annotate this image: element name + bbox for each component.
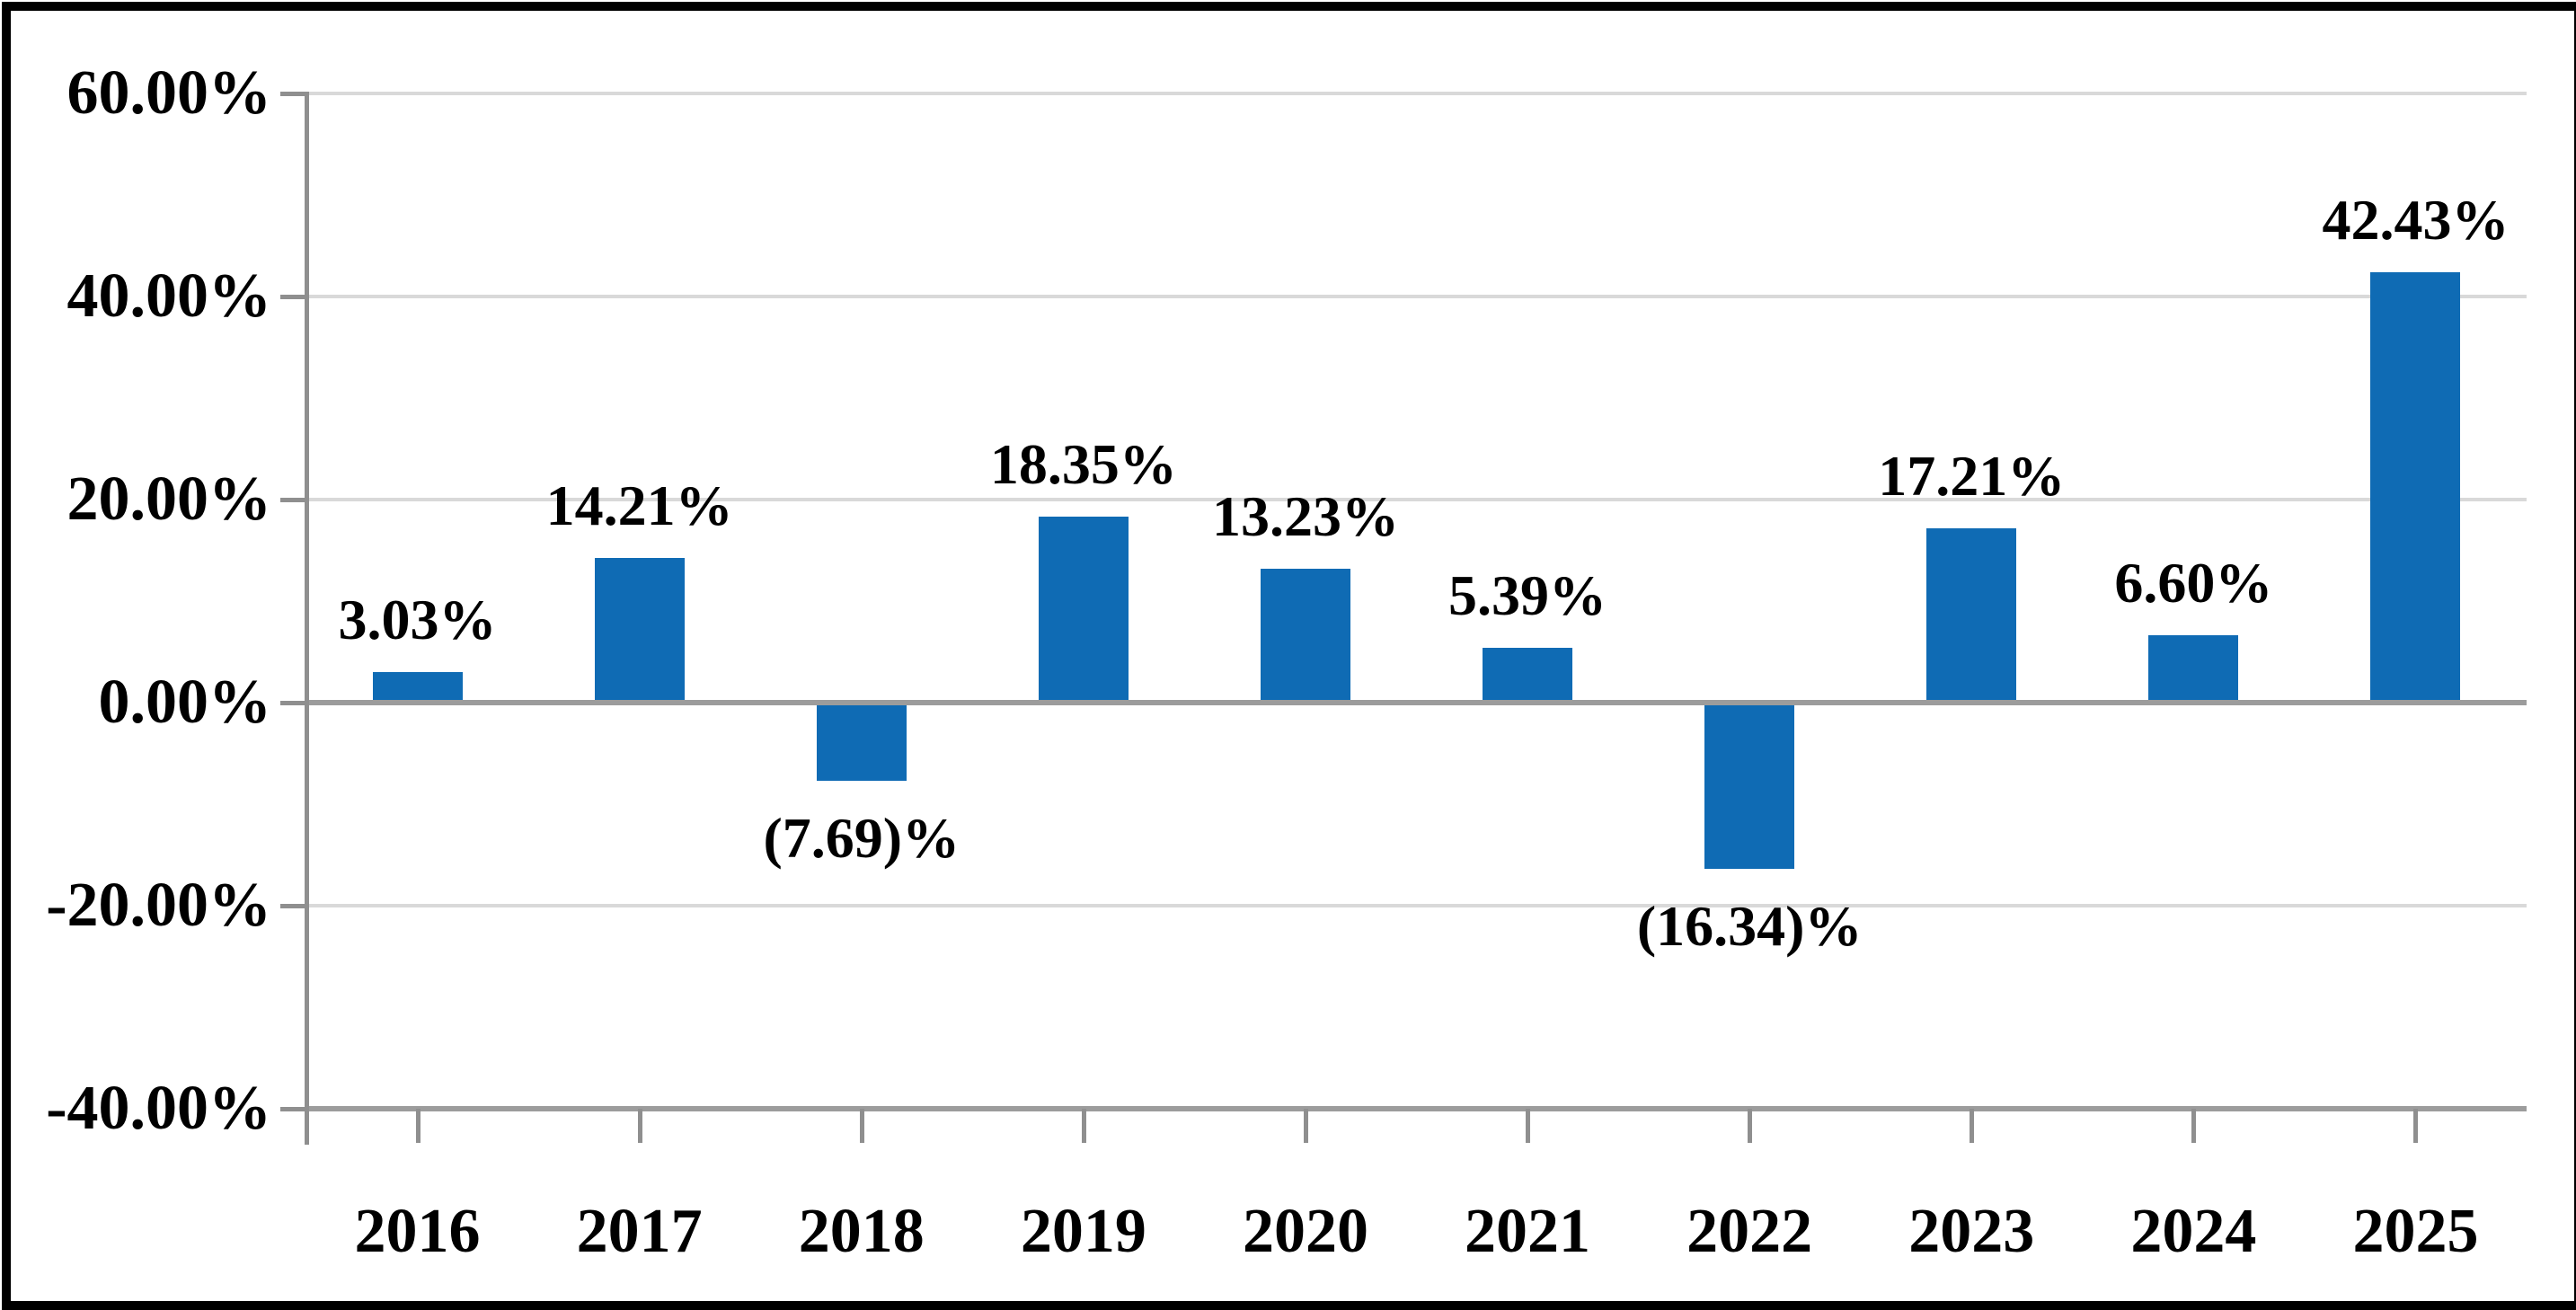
x-axis-label-2022: 2022 (1686, 1197, 1813, 1266)
x-axis-label-2017: 2017 (576, 1197, 703, 1266)
y-axis-tick-label: 40.00% (66, 261, 272, 331)
x-axis-label-2020: 2020 (1242, 1197, 1368, 1266)
x-axis-label-2021: 2021 (1465, 1197, 1591, 1266)
x-axis-label-2018: 2018 (798, 1197, 925, 1266)
data-label-2020: 13.23% (1211, 483, 1399, 548)
gridline--20.00% (306, 904, 2527, 907)
x-axis-tick (637, 1109, 642, 1143)
bar-2024 (2148, 635, 2239, 703)
bar-2022 (1704, 703, 1795, 869)
y-axis-tick (280, 904, 306, 908)
data-label-2021: 5.39% (1448, 563, 1607, 628)
x-axis-tick (415, 1109, 420, 1143)
x-axis-tick (1970, 1109, 1975, 1143)
y-axis-tick-label: 20.00% (66, 465, 272, 534)
x-axis-tick (1526, 1109, 1531, 1143)
x-axis-tick (1303, 1109, 1308, 1143)
data-label-2025: 42.43% (2322, 187, 2510, 252)
x-axis-tick (1748, 1109, 1753, 1143)
x-axis-tick (859, 1109, 864, 1143)
y-axis-tick-label: -20.00% (46, 871, 271, 940)
data-label-2022: (16.34)% (1636, 893, 1863, 958)
x-axis-label-2024: 2024 (2130, 1197, 2257, 1266)
y-axis-tick (280, 701, 306, 705)
y-axis-tick (280, 498, 306, 502)
x-axis-tick (2413, 1109, 2419, 1143)
bar-2020 (1260, 568, 1350, 703)
data-label-2019: 18.35% (989, 431, 1177, 496)
bar-2019 (1038, 516, 1129, 703)
gridline-20.00% (306, 498, 2527, 501)
data-label-2018: (7.69)% (763, 805, 960, 870)
data-label-2023: 17.21% (1878, 443, 2066, 508)
y-axis-tick (280, 92, 306, 96)
x-axis-label-2025: 2025 (2352, 1197, 2479, 1266)
x-axis-label-2023: 2023 (1908, 1197, 2035, 1266)
data-label-2016: 3.03% (338, 587, 497, 651)
x-axis-label-2016: 2016 (354, 1197, 481, 1266)
bar-chart: 60.00% 40.00% 20.00% 0.00% -20.00% -40.00% 3.0… (11, 11, 2574, 1301)
y-axis-tick-label: -40.00% (46, 1074, 271, 1143)
x-axis-baseline (306, 1106, 2527, 1111)
y-axis-line (305, 92, 309, 1145)
bar-2018 (816, 703, 907, 781)
bar-2017 (594, 558, 685, 703)
bar-2016 (372, 671, 463, 703)
bar-2021 (1483, 648, 1573, 703)
x-axis-tick (1081, 1109, 1086, 1143)
gridline-60.00% (306, 92, 2527, 95)
x-axis-label-2019: 2019 (1020, 1197, 1146, 1266)
bar-2025 (2370, 271, 2461, 703)
gridline-40.00% (306, 295, 2527, 298)
y-axis-tick-label: 60.00% (66, 58, 272, 128)
x-axis-tick (2191, 1109, 2197, 1143)
data-label-2017: 14.21% (545, 474, 733, 538)
y-axis-tick (280, 295, 306, 299)
bar-2023 (1926, 527, 2017, 703)
data-label-2024: 6.60% (2114, 551, 2273, 615)
zero-line (306, 700, 2527, 705)
y-axis-tick-label: 0.00% (98, 668, 272, 737)
y-axis-tick (280, 1107, 306, 1111)
